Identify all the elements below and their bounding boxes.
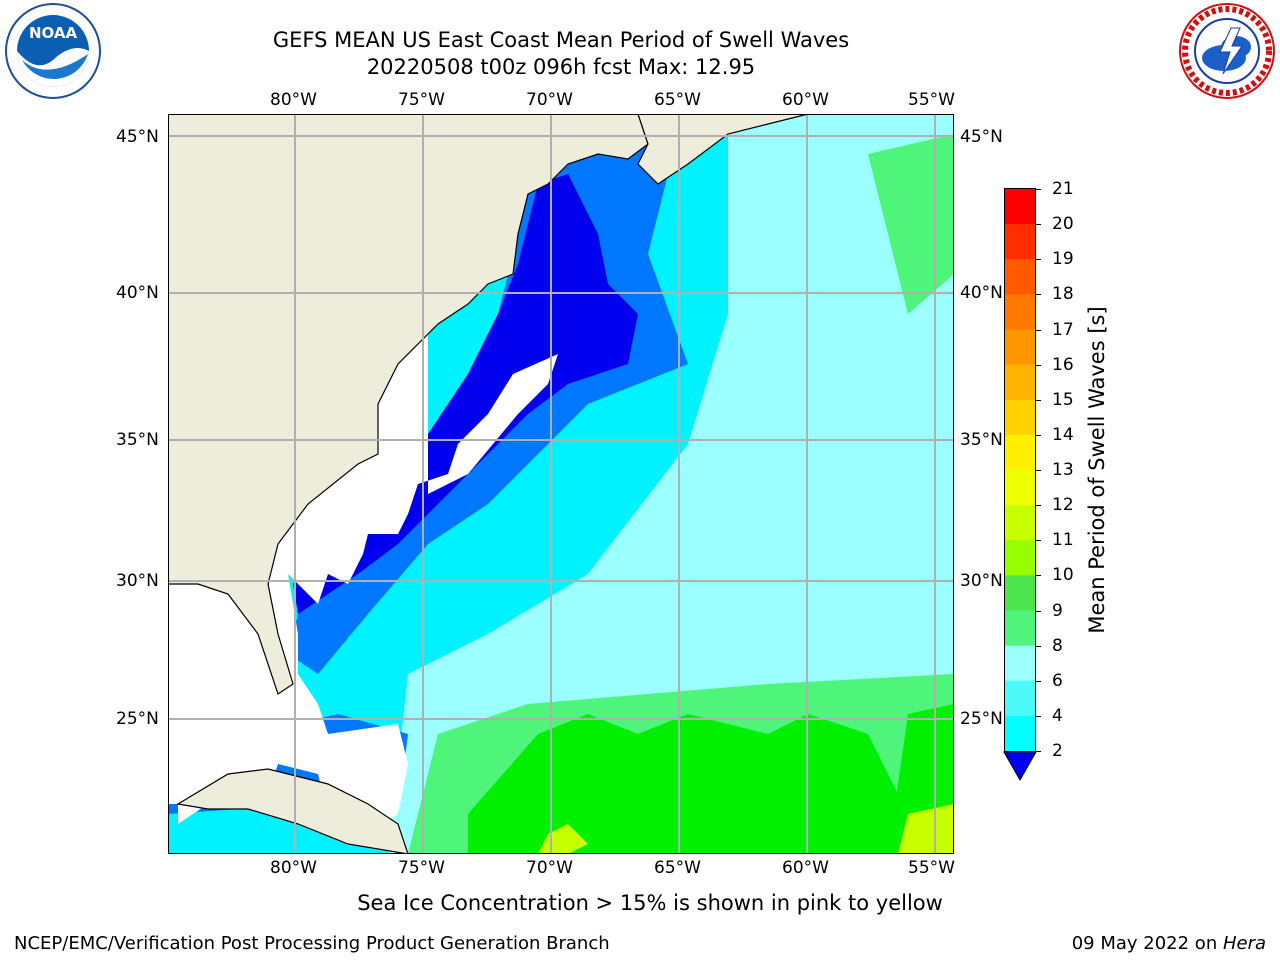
lon-label-bottom-80w: 80°W	[270, 858, 317, 878]
lat-label-right-35n: 35°N	[960, 430, 1003, 450]
colorbar-tick-label: 11	[1052, 530, 1074, 551]
lon-label-top-55w: 55°W	[908, 90, 955, 110]
lat-label-right-30n: 30°N	[960, 571, 1003, 591]
colorbar-tick-mark	[1035, 505, 1041, 507]
lon-label-top-65w: 65°W	[654, 90, 701, 110]
colorbar-tick-label: 9	[1052, 600, 1063, 621]
colorbar-tick-mark	[1035, 364, 1041, 366]
colorbar-tick-mark	[1035, 470, 1041, 471]
footer-date: 09 May 2022 on Hera	[1072, 933, 1266, 954]
colorbar-tick-label: 13	[1052, 460, 1074, 480]
lon-label-bottom-75w: 75°W	[398, 858, 445, 878]
colorbar-tick-label: 6	[1052, 670, 1063, 691]
colorbar-tick-mark	[1035, 224, 1041, 226]
swell-period-map	[168, 114, 954, 854]
colorbar-tick-label: 16	[1052, 354, 1074, 375]
colorbar-tick-mark	[1035, 610, 1041, 612]
colorbar-tick-mark	[1035, 715, 1041, 717]
footer-machine: Hera	[1222, 933, 1266, 954]
colorbar-extend-arrow	[1003, 751, 1037, 782]
colorbar-tick-label: 8	[1052, 635, 1063, 656]
colorbar-segment	[1005, 259, 1035, 295]
colorbar-segment	[1005, 645, 1035, 682]
period-band-8s	[388, 114, 954, 854]
colorbar-segment	[1005, 715, 1035, 752]
lon-label-bottom-70w: 70°W	[526, 858, 573, 878]
noaa-logo-icon: NOAA	[5, 3, 101, 99]
colorbar-tick-label: 14	[1052, 424, 1074, 445]
colorbar-tick-mark	[1035, 259, 1041, 261]
colorbar-segment	[1005, 294, 1035, 330]
colorbar-segment	[1005, 505, 1035, 541]
lat-label-right-40n: 40°N	[960, 283, 1003, 303]
colorbar-tick-mark	[1035, 575, 1041, 577]
colorbar-segment	[1005, 540, 1035, 576]
lat-label-left-35n: 35°N	[116, 430, 159, 450]
colorbar-segment	[1005, 189, 1035, 225]
lat-label-left-30n: 30°N	[116, 571, 159, 591]
colorbar-segment	[1005, 680, 1035, 717]
lat-label-right-25n: 25°N	[960, 709, 1003, 729]
land-north-america	[168, 114, 649, 695]
colorbar-tick-label: 15	[1052, 389, 1074, 410]
lon-label-bottom-65w: 65°W	[654, 858, 701, 878]
lat-label-left-40n: 40°N	[116, 283, 159, 303]
land-cuba	[176, 768, 409, 854]
colorbar-tick-label: 12	[1052, 495, 1074, 516]
nws-logo-icon	[1179, 3, 1275, 99]
colorbar-tick-mark	[1035, 751, 1041, 752]
colorbar-tick-mark	[1035, 680, 1041, 682]
colorbar-segment	[1005, 399, 1035, 436]
graticule	[168, 114, 954, 854]
colorbar-segment	[1005, 224, 1035, 260]
colorbar-segment	[1005, 610, 1035, 647]
chart-title: GEFS MEAN US East Coast Mean Period of S…	[272, 28, 850, 52]
sea-ice-note: Sea Ice Concentration > 15% is shown in …	[357, 891, 943, 915]
colorbar	[1003, 188, 1037, 782]
lon-label-bottom-55w: 55°W	[908, 858, 955, 878]
colorbar-tick-mark	[1035, 189, 1041, 190]
colorbar-tick-mark	[1035, 399, 1041, 401]
lat-label-left-25n: 25°N	[116, 709, 159, 729]
colorbar-tick-label: 19	[1052, 249, 1074, 270]
colorbar-tick-label: 21	[1052, 179, 1074, 199]
lon-label-top-60w: 60°W	[782, 90, 829, 110]
colorbar-segment	[1005, 434, 1035, 471]
lon-label-top-70w: 70°W	[526, 90, 573, 110]
colorbar-tick-mark	[1035, 329, 1041, 331]
colorbar-title: Mean Period of Swell Waves [s]	[1085, 306, 1109, 634]
colorbar-tick-mark	[1035, 540, 1041, 542]
lat-label-left-45n: 45°N	[116, 127, 159, 147]
period-band-9s-ne	[868, 134, 954, 314]
colorbar-tick-mark	[1035, 434, 1041, 436]
footer-date-text: 09 May 2022 on	[1071, 933, 1223, 954]
period-band-10s	[468, 714, 908, 854]
lon-label-bottom-60w: 60°W	[782, 858, 829, 878]
map-frame	[168, 114, 954, 854]
lat-label-right-45n: 45°N	[960, 127, 1003, 147]
colorbar-segment	[1005, 364, 1035, 401]
colorbar-tick-mark	[1035, 294, 1041, 296]
chart-subtitle: 20220508 t00z 096h fcst Max: 12.95	[366, 55, 756, 79]
colorbar-tick-label: 4	[1052, 705, 1063, 726]
land-nova-scotia	[637, 114, 809, 185]
colorbar-tick-mark	[1035, 645, 1041, 647]
colorbar-segment	[1005, 575, 1035, 611]
colorbar-tick-label: 18	[1052, 284, 1074, 305]
colorbar-tick-label: 2	[1052, 741, 1063, 761]
lon-label-top-75w: 75°W	[398, 90, 445, 110]
colorbar-segment	[1005, 329, 1035, 366]
svg-text:NOAA: NOAA	[29, 24, 78, 42]
colorbar-tick-label: 10	[1052, 565, 1074, 586]
colorbar-segment	[1005, 470, 1035, 506]
colorbar-tick-label: 20	[1052, 214, 1074, 235]
lon-label-top-80w: 80°W	[270, 90, 317, 110]
footer-credit: NCEP/EMC/Verification Post Processing Pr…	[14, 933, 610, 954]
colorbar-tick-label: 17	[1052, 319, 1074, 340]
